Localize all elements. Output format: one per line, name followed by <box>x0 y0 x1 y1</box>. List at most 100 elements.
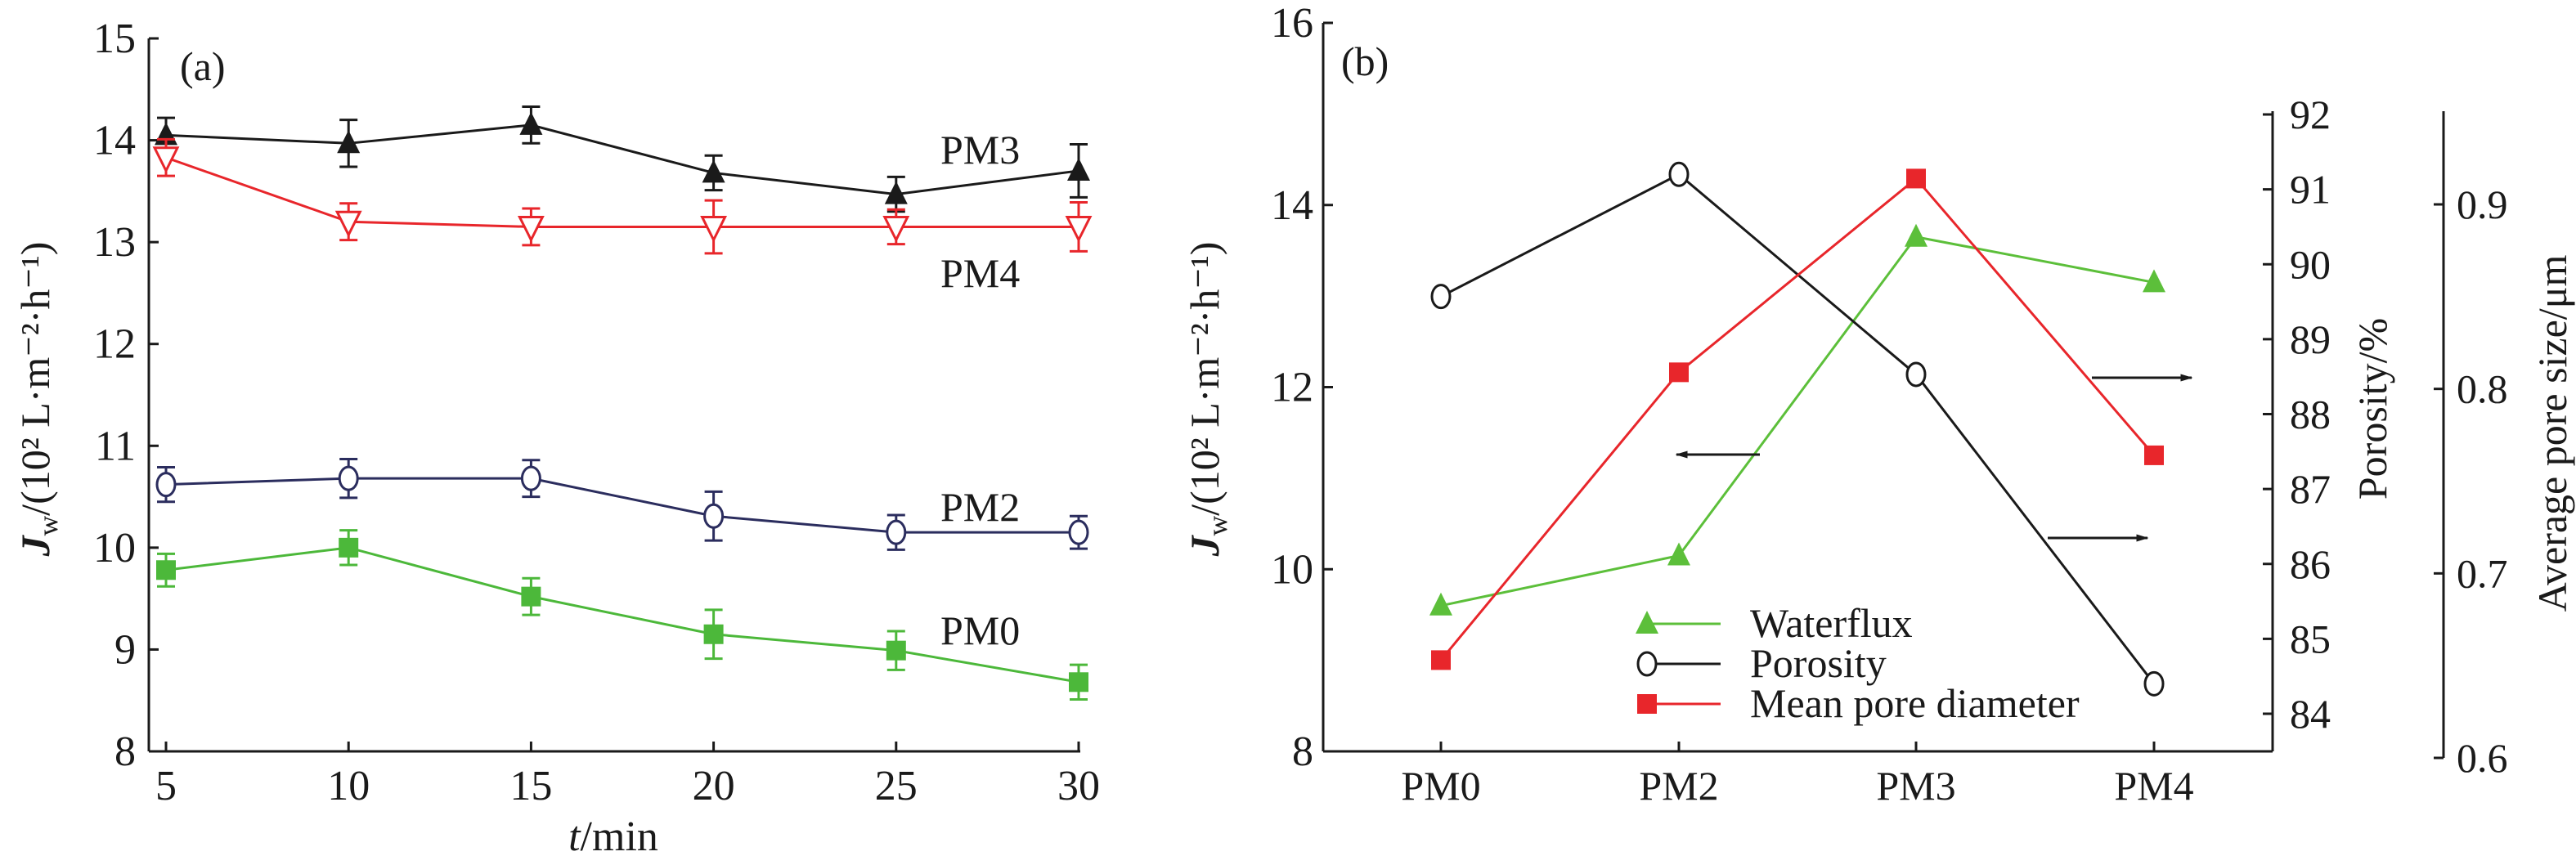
porosity-tick-label: 88 <box>2290 392 2331 437</box>
data-point <box>886 640 906 661</box>
data-point <box>1431 650 1451 670</box>
y-tick-label: 13 <box>93 219 136 266</box>
series-line <box>1440 235 2155 607</box>
x-tick-label: PM2 <box>1639 763 1718 809</box>
data-point <box>152 146 180 174</box>
legend-label: Porosity <box>1750 640 1887 686</box>
x-tick-label: 10 <box>327 763 370 809</box>
data-point <box>1667 542 1690 566</box>
data-point <box>1905 223 1928 247</box>
data-point <box>338 465 359 491</box>
y-title-sub: w <box>34 515 64 536</box>
y-tick-label: 12 <box>1271 365 1313 411</box>
y-tick-label: 15 <box>93 16 136 62</box>
panel-b: (b) Jw/(10² L·m⁻²·h⁻¹) Porosity/% Averag… <box>1182 0 2575 809</box>
y-tick-label: 8 <box>1292 728 1313 775</box>
x-title-italic: t <box>568 813 581 860</box>
series-pm2: PM2 <box>155 457 1089 551</box>
data-point <box>521 586 541 607</box>
panel-b-label: (b) <box>1341 38 1389 84</box>
x-tick-label: PM3 <box>1876 763 1955 809</box>
legend-entry: Porosity <box>1636 640 1887 686</box>
porosity-tick-label: 90 <box>2290 241 2331 287</box>
y-tick-label: 12 <box>93 321 136 368</box>
y-title-rest: /(10² L·m⁻²·h⁻¹) <box>12 242 58 516</box>
series-line <box>165 477 1079 534</box>
series-label: PM0 <box>940 607 1020 653</box>
legend-entry: Waterflux <box>1636 600 1913 646</box>
series-waterflux <box>1429 223 2165 616</box>
pore-size-tick-label: 0.9 <box>2457 182 2508 227</box>
y-title-italic: J <box>1182 534 1227 557</box>
data-point <box>156 560 176 580</box>
panel-b-y-axis-title: Jw/(10² L·m⁻²·h⁻¹) <box>1182 242 1233 558</box>
series-line <box>1439 177 2156 661</box>
data-point <box>884 181 908 204</box>
y-tick-label: 16 <box>1271 0 1313 47</box>
series-label: PM3 <box>940 127 1020 173</box>
y-tick-label: 11 <box>95 423 136 469</box>
series-line <box>165 156 1079 228</box>
series-pm3: PM3 <box>155 105 1090 213</box>
data-point <box>519 111 543 135</box>
y-tick-label: 10 <box>93 525 136 571</box>
data-point <box>700 215 728 243</box>
porosity-tick-label: 84 <box>2290 691 2331 737</box>
data-point <box>703 503 725 529</box>
porosity-tick-label: 89 <box>2290 316 2331 362</box>
data-point <box>1430 284 1452 310</box>
data-point <box>1068 519 1089 545</box>
series-pm4: PM4 <box>152 137 1093 296</box>
x-tick-label: 30 <box>1057 763 1100 809</box>
series-line <box>165 546 1079 683</box>
data-point <box>520 465 541 491</box>
porosity-tick-label: 85 <box>2290 616 2331 661</box>
y-title-italic: J <box>12 534 58 557</box>
porosity-tick-label: 87 <box>2290 466 2331 512</box>
legend-label: Mean pore diameter <box>1750 680 2080 726</box>
data-point <box>702 159 725 183</box>
data-point <box>1065 215 1093 243</box>
series-pm0: PM0 <box>156 529 1088 701</box>
data-point <box>1669 362 1689 383</box>
data-point <box>703 624 724 644</box>
data-point <box>886 519 907 545</box>
series-label: PM2 <box>940 484 1020 530</box>
y-tick-label: 14 <box>93 118 136 164</box>
legend-marker <box>1636 611 1658 634</box>
y-tick-label: 14 <box>1271 182 1313 229</box>
data-point <box>339 537 359 558</box>
data-point <box>1429 592 1452 616</box>
data-point <box>155 472 177 498</box>
series-mean-pore-diameter <box>1431 168 2164 670</box>
x-tick-label: 5 <box>155 763 177 809</box>
data-point <box>1067 157 1090 181</box>
data-point <box>2143 670 2165 697</box>
data-point <box>517 215 545 243</box>
data-point <box>2144 445 2164 465</box>
x-tick-label: 15 <box>509 763 552 809</box>
legend-entry: Mean pore diameter <box>1637 680 2080 726</box>
data-point <box>1069 672 1088 692</box>
data-point <box>1905 361 1927 388</box>
pore-size-axis-title: Average pore size/μm <box>2529 254 2575 612</box>
porosity-tick-label: 92 <box>2290 92 2331 137</box>
x-tick-label: 20 <box>693 763 735 809</box>
panel-a-y-axis-title: Jw/(10² L·m⁻²·h⁻¹) <box>12 242 64 558</box>
porosity-tick-label: 86 <box>2290 541 2331 587</box>
x-tick-label: PM4 <box>2114 763 2193 809</box>
y-title-sub: w <box>1203 515 1233 536</box>
data-point <box>337 130 361 154</box>
panel-a-x-axis-title: t/min <box>568 813 658 860</box>
y-tick-label: 9 <box>114 626 136 673</box>
x-title-rest: /min <box>581 813 658 860</box>
pore-size-tick-label: 0.7 <box>2457 550 2508 596</box>
series-line <box>165 123 1079 196</box>
porosity-axis-title: Porosity/% <box>2349 318 2395 500</box>
panel-a-label: (a) <box>180 43 226 89</box>
y-title-rest: /(10² L·m⁻²·h⁻¹) <box>1182 242 1227 516</box>
series-label: PM4 <box>940 250 1020 296</box>
y-tick-label: 10 <box>1271 546 1313 593</box>
x-tick-label: PM0 <box>1401 763 1480 809</box>
